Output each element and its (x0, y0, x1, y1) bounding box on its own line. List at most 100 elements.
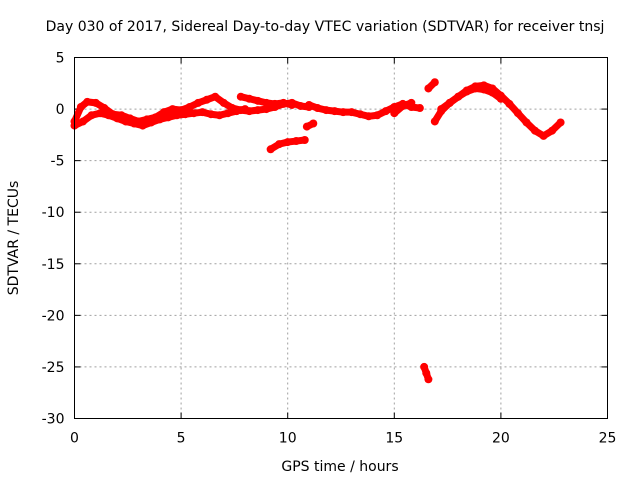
series-track-a (70, 92, 314, 126)
y-tick-label: -25 (42, 360, 65, 376)
data-point (496, 94, 505, 103)
data-point (415, 104, 424, 113)
data-point (253, 106, 262, 115)
data-point (424, 84, 433, 93)
data-point (424, 375, 433, 384)
series-track-d (266, 136, 309, 154)
data-point (300, 136, 309, 145)
data-point (287, 100, 296, 109)
data-point (420, 362, 429, 371)
data-point (430, 78, 439, 87)
data-point (130, 119, 139, 128)
data-point (479, 85, 488, 94)
data-point (96, 109, 105, 118)
data-point (172, 111, 181, 120)
data-point (189, 109, 198, 118)
series-track-c (236, 92, 296, 109)
data-point (270, 99, 279, 108)
data-point (224, 109, 233, 118)
data-point (279, 98, 288, 107)
data-point (236, 92, 245, 101)
data-point (181, 110, 190, 119)
data-point (266, 145, 275, 154)
data-point (437, 105, 446, 114)
y-tick-label: 0 (56, 102, 65, 118)
data-point (262, 98, 271, 107)
data-point (211, 92, 220, 101)
data-point (215, 111, 224, 120)
data-points (70, 78, 565, 384)
x-tick-label: 20 (492, 431, 510, 447)
series-track-k (420, 362, 433, 384)
data-point (262, 105, 271, 114)
data-point (454, 92, 463, 101)
data-point (305, 100, 314, 109)
data-point (83, 97, 92, 106)
data-point (79, 117, 88, 126)
data-point (422, 369, 431, 378)
data-point (87, 111, 96, 120)
data-point (505, 99, 514, 108)
data-point (430, 117, 439, 126)
data-point (219, 98, 228, 107)
data-point (398, 101, 407, 110)
data-point (522, 118, 531, 127)
data-point (147, 118, 156, 127)
data-point (113, 114, 122, 123)
data-point (275, 140, 284, 149)
data-point (381, 107, 390, 116)
data-point (138, 121, 147, 130)
series-track-j (437, 84, 505, 114)
data-point (373, 111, 382, 120)
data-point (155, 115, 164, 124)
x-axis-label: GPS time / hours (281, 459, 398, 475)
data-point (339, 108, 348, 117)
data-point (302, 122, 311, 131)
data-point (556, 118, 565, 127)
y-tick-label: 5 (56, 51, 65, 67)
data-point (471, 84, 480, 93)
series-track-i (430, 81, 565, 140)
plot-frame (74, 57, 608, 419)
series-track-h (424, 78, 439, 93)
data-point (462, 87, 471, 96)
y-tick-label: -10 (42, 205, 65, 221)
data-point (91, 98, 100, 107)
data-point (185, 103, 194, 112)
data-point (121, 117, 130, 126)
x-tick-label: 15 (385, 431, 403, 447)
data-point (488, 88, 497, 97)
data-point (322, 106, 331, 115)
x-tick-label: 0 (70, 431, 79, 447)
data-point (202, 95, 211, 104)
data-point (407, 98, 416, 107)
y-tick-label: -30 (42, 412, 65, 428)
series-track-b (70, 105, 250, 130)
data-point (445, 98, 454, 107)
data-point (364, 112, 373, 121)
y-axis-label: SDTVAR / TECUs (6, 181, 22, 296)
data-point (245, 94, 254, 103)
data-point (347, 108, 356, 117)
data-point (164, 113, 173, 122)
x-tick-labels: 0 5 10 15 20 25 (70, 431, 616, 447)
data-point (330, 107, 339, 116)
data-point (309, 119, 318, 128)
y-tick-labels: 5 0 -5 -10 -15 -20 -25 -30 (42, 51, 65, 428)
data-point (296, 101, 305, 110)
data-point (283, 138, 292, 147)
series-track-g (390, 98, 416, 118)
data-point (356, 110, 365, 119)
data-point (513, 109, 522, 118)
x-tick-label: 25 (599, 431, 617, 447)
data-point (241, 105, 250, 114)
data-point (104, 111, 113, 120)
data-point (539, 131, 548, 140)
x-tick-label: 5 (177, 431, 186, 447)
data-point (531, 126, 540, 135)
y-tick-label: -20 (42, 308, 65, 324)
data-point (206, 110, 215, 119)
y-tick-label: -5 (51, 154, 65, 170)
data-point (198, 108, 207, 117)
